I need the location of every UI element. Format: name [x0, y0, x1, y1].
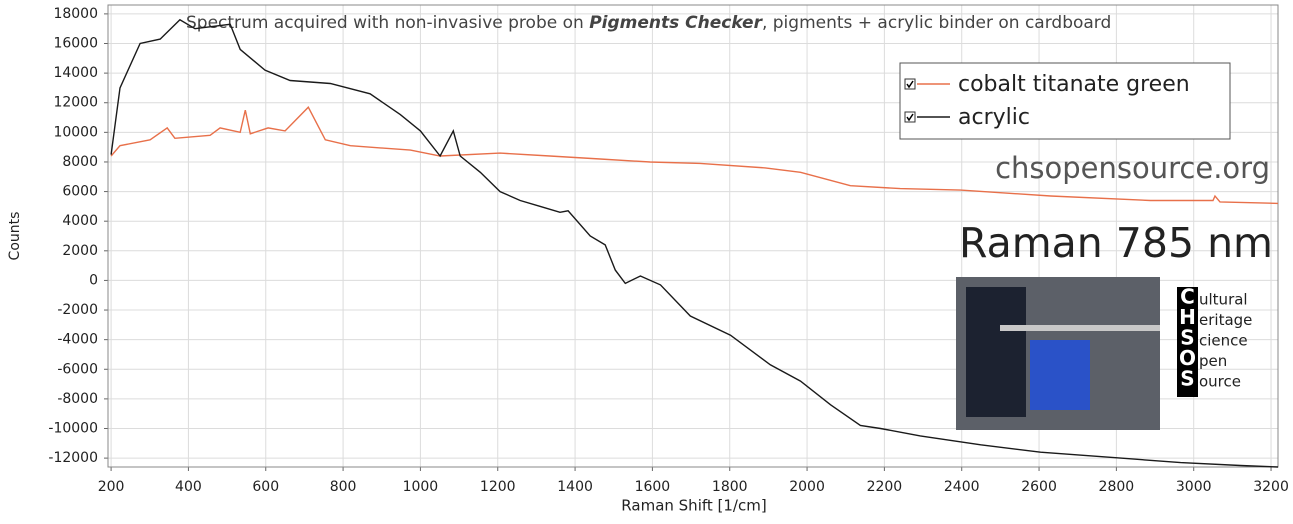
- annotation: chsopensource.org: [995, 151, 1270, 185]
- logo-word: cience: [1199, 332, 1248, 350]
- x-tick-label: 2000: [789, 479, 825, 495]
- y-axis-label: Counts: [7, 212, 23, 261]
- title-part: , pigments + acrylic binder on cardboard: [762, 13, 1111, 33]
- y-tick-label: 12000: [53, 95, 98, 111]
- logo-word: ultural: [1199, 291, 1248, 309]
- logo-word: ource: [1199, 373, 1241, 391]
- photo: [956, 277, 1160, 430]
- x-tick-label: 200: [98, 479, 125, 495]
- legend-check: [906, 113, 914, 122]
- y-tick-label: 14000: [53, 65, 98, 81]
- y-tick-label: -6000: [57, 361, 98, 377]
- legend-label: cobalt titanate green: [958, 72, 1190, 97]
- legend-box: [899, 62, 1231, 140]
- series-line: [110, 18, 1279, 468]
- x-tick-label: 2200: [867, 479, 903, 495]
- x-tick-label: 1400: [557, 479, 593, 495]
- x-tick-label: 1000: [403, 479, 439, 495]
- x-tick-label: 3200: [1253, 479, 1289, 495]
- y-tick-label: 0: [89, 272, 98, 288]
- x-axis-label: Raman Shift [1/cm]: [621, 497, 766, 515]
- chart-title: Spectrum acquired with non-invasive prob…: [186, 13, 1111, 33]
- x-tick-label: 2800: [1099, 479, 1135, 495]
- legend-label: acrylic: [958, 105, 1030, 130]
- x-tick-label: 1800: [712, 479, 748, 495]
- logo-initial: H: [1179, 305, 1196, 329]
- logo-initial: C: [1180, 285, 1195, 309]
- x-tick-label: 600: [252, 479, 279, 495]
- logo-initial: S: [1180, 367, 1194, 391]
- y-tick-label: 18000: [53, 6, 98, 22]
- logo-word: eritage: [1199, 311, 1252, 329]
- photo-probe: [1000, 325, 1160, 331]
- x-tick-label: 400: [175, 479, 202, 495]
- logo-bar: [1177, 287, 1198, 397]
- y-tick-label: 8000: [62, 154, 98, 170]
- x-tick-label: 1200: [480, 479, 516, 495]
- y-tick-label: -4000: [57, 332, 98, 348]
- photo-checker: [966, 287, 1026, 417]
- logo-word: pen: [1199, 352, 1227, 370]
- x-tick-label: 1600: [635, 479, 671, 495]
- x-tick-label: 2400: [944, 479, 980, 495]
- logo-initial: S: [1180, 326, 1194, 350]
- title-part: Spectrum acquired with non-invasive prob…: [186, 13, 589, 33]
- y-tick-label: -8000: [57, 391, 98, 407]
- plot-frame: [107, 4, 1279, 468]
- photo-stage: [1030, 340, 1090, 410]
- logo-initial: O: [1179, 346, 1196, 370]
- legend-check: [906, 80, 914, 89]
- y-tick-label: 6000: [62, 184, 98, 200]
- y-tick-label: -12000: [48, 450, 98, 466]
- y-tick-label: -10000: [48, 421, 98, 437]
- legend-checkbox: [904, 78, 916, 90]
- y-tick-label: 16000: [53, 36, 98, 52]
- x-tick-label: 3000: [1176, 479, 1212, 495]
- x-tick-label: 800: [330, 479, 357, 495]
- y-tick-label: 2000: [62, 243, 98, 259]
- y-tick-label: -2000: [57, 302, 98, 318]
- y-tick-label: 4000: [62, 213, 98, 229]
- legend-checkbox: [904, 111, 916, 123]
- annotation: Raman 785 nm: [959, 219, 1273, 267]
- title-part: Pigments Checker: [589, 13, 763, 33]
- x-tick-label: 2600: [1021, 479, 1057, 495]
- y-tick-label: 10000: [53, 124, 98, 140]
